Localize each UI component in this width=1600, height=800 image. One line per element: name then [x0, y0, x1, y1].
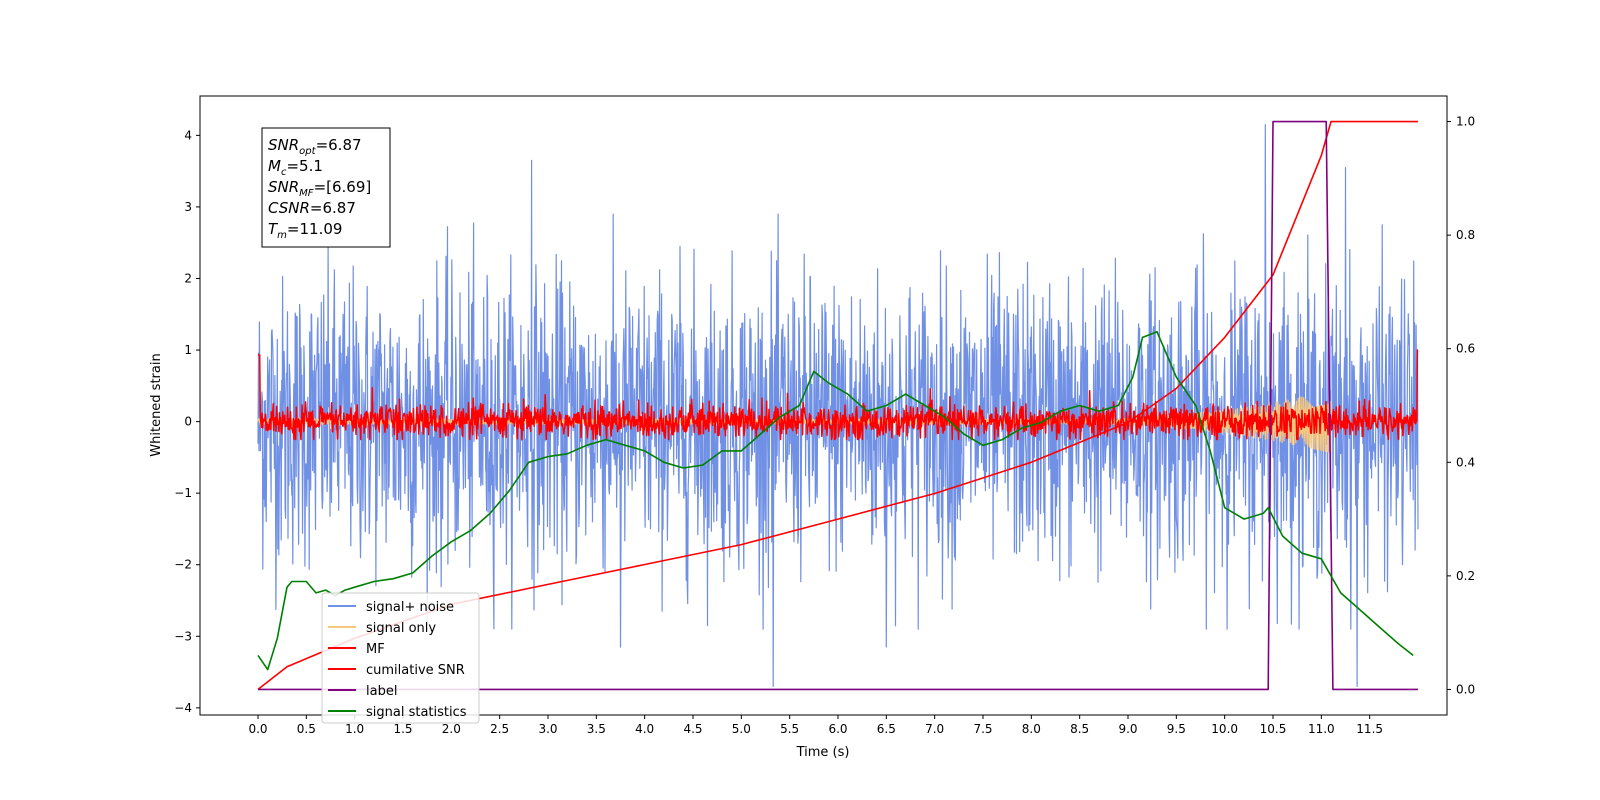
x-tick-label: 8.5	[1070, 722, 1089, 736]
x-axis-label: Time (s)	[796, 745, 850, 760]
x-tick-label: 10.5	[1260, 722, 1287, 736]
signal-statistics-series	[257, 330, 1414, 671]
y2-tick-label: 1.0	[1456, 115, 1475, 129]
signal-statistics-line	[257, 330, 1414, 671]
y-axis-left: 4 3 2 1 0 −1 −2 −3 −4	[174, 128, 200, 715]
legend-label: MF	[366, 642, 385, 657]
y-tick-label: −4	[174, 701, 192, 715]
plot-frame	[199, 95, 1448, 716]
x-tick-label: 6.5	[877, 722, 896, 736]
y-axis-label: Whitened strain	[149, 353, 164, 456]
x-tick-label: 11.0	[1308, 722, 1335, 736]
x-tick-label: 5.5	[780, 722, 799, 736]
y2-tick-label: 0.0	[1456, 682, 1475, 696]
mf-line	[257, 349, 1419, 441]
legend-frame	[321, 592, 480, 724]
x-tick-label: 3.5	[587, 722, 606, 736]
y-axis-right: 1.0 0.8 0.6 0.4 0.2 0.0	[1447, 115, 1475, 696]
legend-label: signal+ noise	[366, 600, 454, 615]
y2-tick-label: 0.8	[1456, 228, 1475, 242]
x-tick-label: 7.0	[925, 722, 944, 736]
annotation-line: Mc=5.1	[268, 157, 323, 178]
x-tick-label: 9.0	[1118, 722, 1137, 736]
legend-label: cumilative SNR	[366, 663, 465, 678]
x-tick-label: 3.0	[538, 722, 557, 736]
y-tick-label: −3	[174, 629, 192, 643]
y-tick-label: 1	[184, 343, 192, 357]
x-tick-label: 7.5	[973, 722, 992, 736]
x-tick-label: 2.0	[442, 722, 461, 736]
x-tick-label: 2.5	[490, 722, 509, 736]
legend-label: signal statistics	[366, 705, 467, 720]
legend-label: label	[366, 684, 397, 699]
x-tick-label: 1.0	[345, 722, 364, 736]
y2-tick-label: 0.4	[1456, 455, 1475, 469]
x-tick-label: 9.5	[1167, 722, 1186, 736]
y2-tick-label: 0.6	[1456, 342, 1475, 356]
x-axis: 0.0 0.5 1.0 1.5 2.0 2.5 3.0 3.5 4.0 4.5 5.0 5.5 6.0 6…	[248, 715, 1383, 736]
x-tick-label: 1.5	[393, 722, 412, 736]
y-tick-label: 0	[184, 415, 192, 429]
annotation-line: CSNR=6.87	[268, 199, 356, 217]
y-tick-label: 4	[184, 128, 192, 142]
annotation-frame	[261, 127, 391, 248]
annotation-line: Tm=11.09	[268, 220, 342, 241]
x-tick-label: 0.0	[248, 722, 267, 736]
x-tick-label: 0.5	[297, 722, 316, 736]
y-tick-label: 3	[184, 200, 192, 214]
y-tick-label: −1	[174, 486, 192, 500]
x-tick-label: 11.5	[1356, 722, 1383, 736]
annotation-line: SNRMF=[6.69]	[268, 178, 371, 199]
label-line	[258, 120, 1418, 691]
x-tick-label: 5.0	[732, 722, 751, 736]
x-tick-label: 8.0	[1022, 722, 1041, 736]
legend-label: signal only	[366, 621, 436, 636]
mf-series	[257, 349, 1419, 441]
x-tick-label: 10.0	[1211, 722, 1238, 736]
x-tick-label: 4.0	[635, 722, 654, 736]
x-tick-label: 4.5	[683, 722, 702, 736]
y-tick-label: 2	[184, 271, 192, 285]
x-tick-label: 6.0	[828, 722, 847, 736]
y-tick-label: −2	[174, 558, 192, 572]
annotation-line: SNRopt=6.87	[268, 136, 362, 157]
legend: signal+ noise signal only MF cumilative SNR…	[321, 592, 480, 724]
label-series	[258, 120, 1418, 691]
y2-tick-label: 0.2	[1456, 569, 1475, 583]
